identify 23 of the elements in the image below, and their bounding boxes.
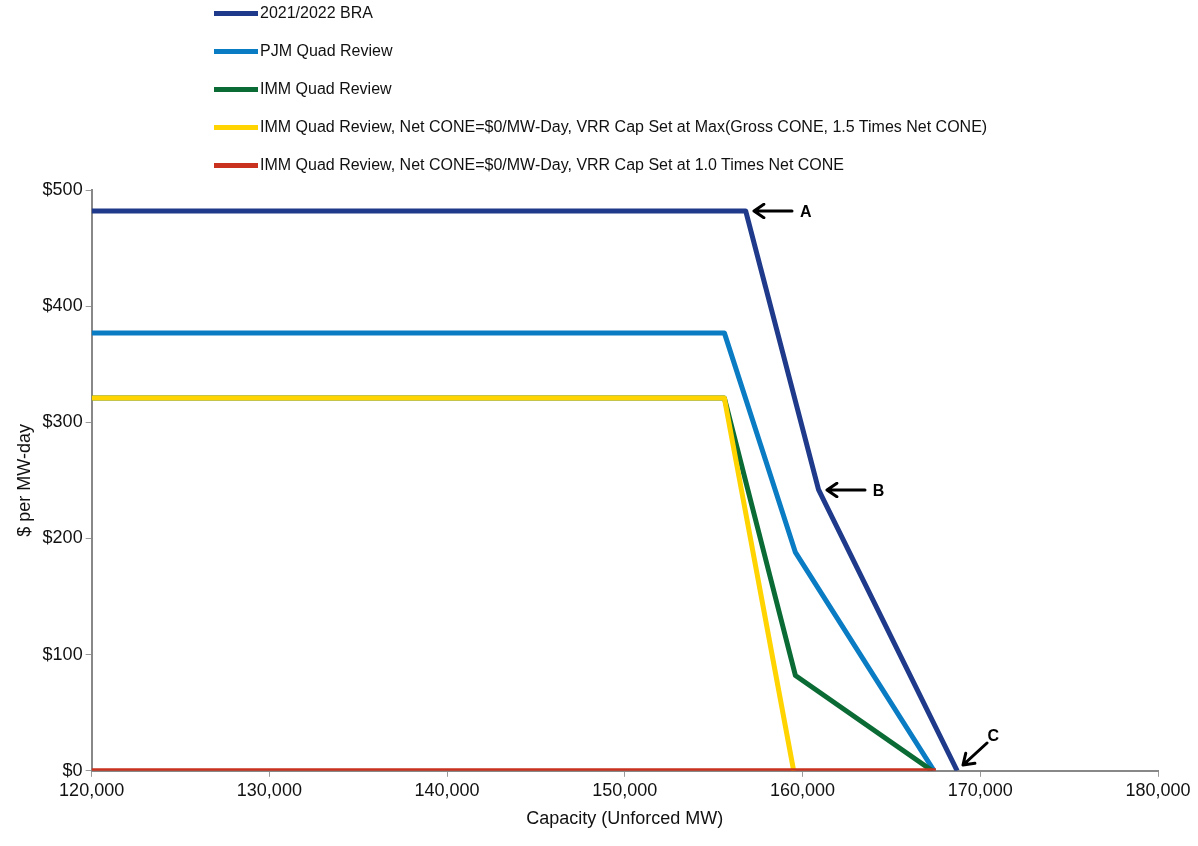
x-tick-label: 170,000 [947,779,1013,800]
x-tick-label: 160,000 [770,779,836,800]
legend-label: IMM Quad Review, Net CONE=$0/MW-Day, VRR Cap Set at 1.0 Times Net CONE [260,156,845,174]
y-tick-label: $400 [42,295,83,316]
x-axis-title: Capacity (Unforced MW) [526,808,724,829]
annotation: C [987,727,1000,745]
legend-label: IMM Quad Review [260,80,392,98]
y-tick-label: $100 [42,643,83,664]
annotation: B [872,482,885,500]
legend-label: PJM Quad Review [260,42,393,60]
x-tick-label: 120,000 [59,779,125,800]
y-tick-label: $0 [62,759,83,780]
y-tick-label: $200 [42,527,83,548]
x-tick-label: 180,000 [1125,779,1191,800]
y-tick-label: $500 [42,178,83,199]
y-tick-label: $300 [42,411,83,432]
x-tick-label: 140,000 [414,779,480,800]
x-tick-label: 130,000 [236,779,302,800]
legend-label: 2021/2022 BRA [260,4,373,22]
y-axis-title: $ per MW-day [13,424,34,537]
x-tick-label: 150,000 [592,779,658,800]
annotation: A [799,203,812,221]
legend-label: IMM Quad Review, Net CONE=$0/MW-Day, VRR Cap Set at Max(Gross CONE, 1.5 Times Net CONE) [260,118,988,136]
